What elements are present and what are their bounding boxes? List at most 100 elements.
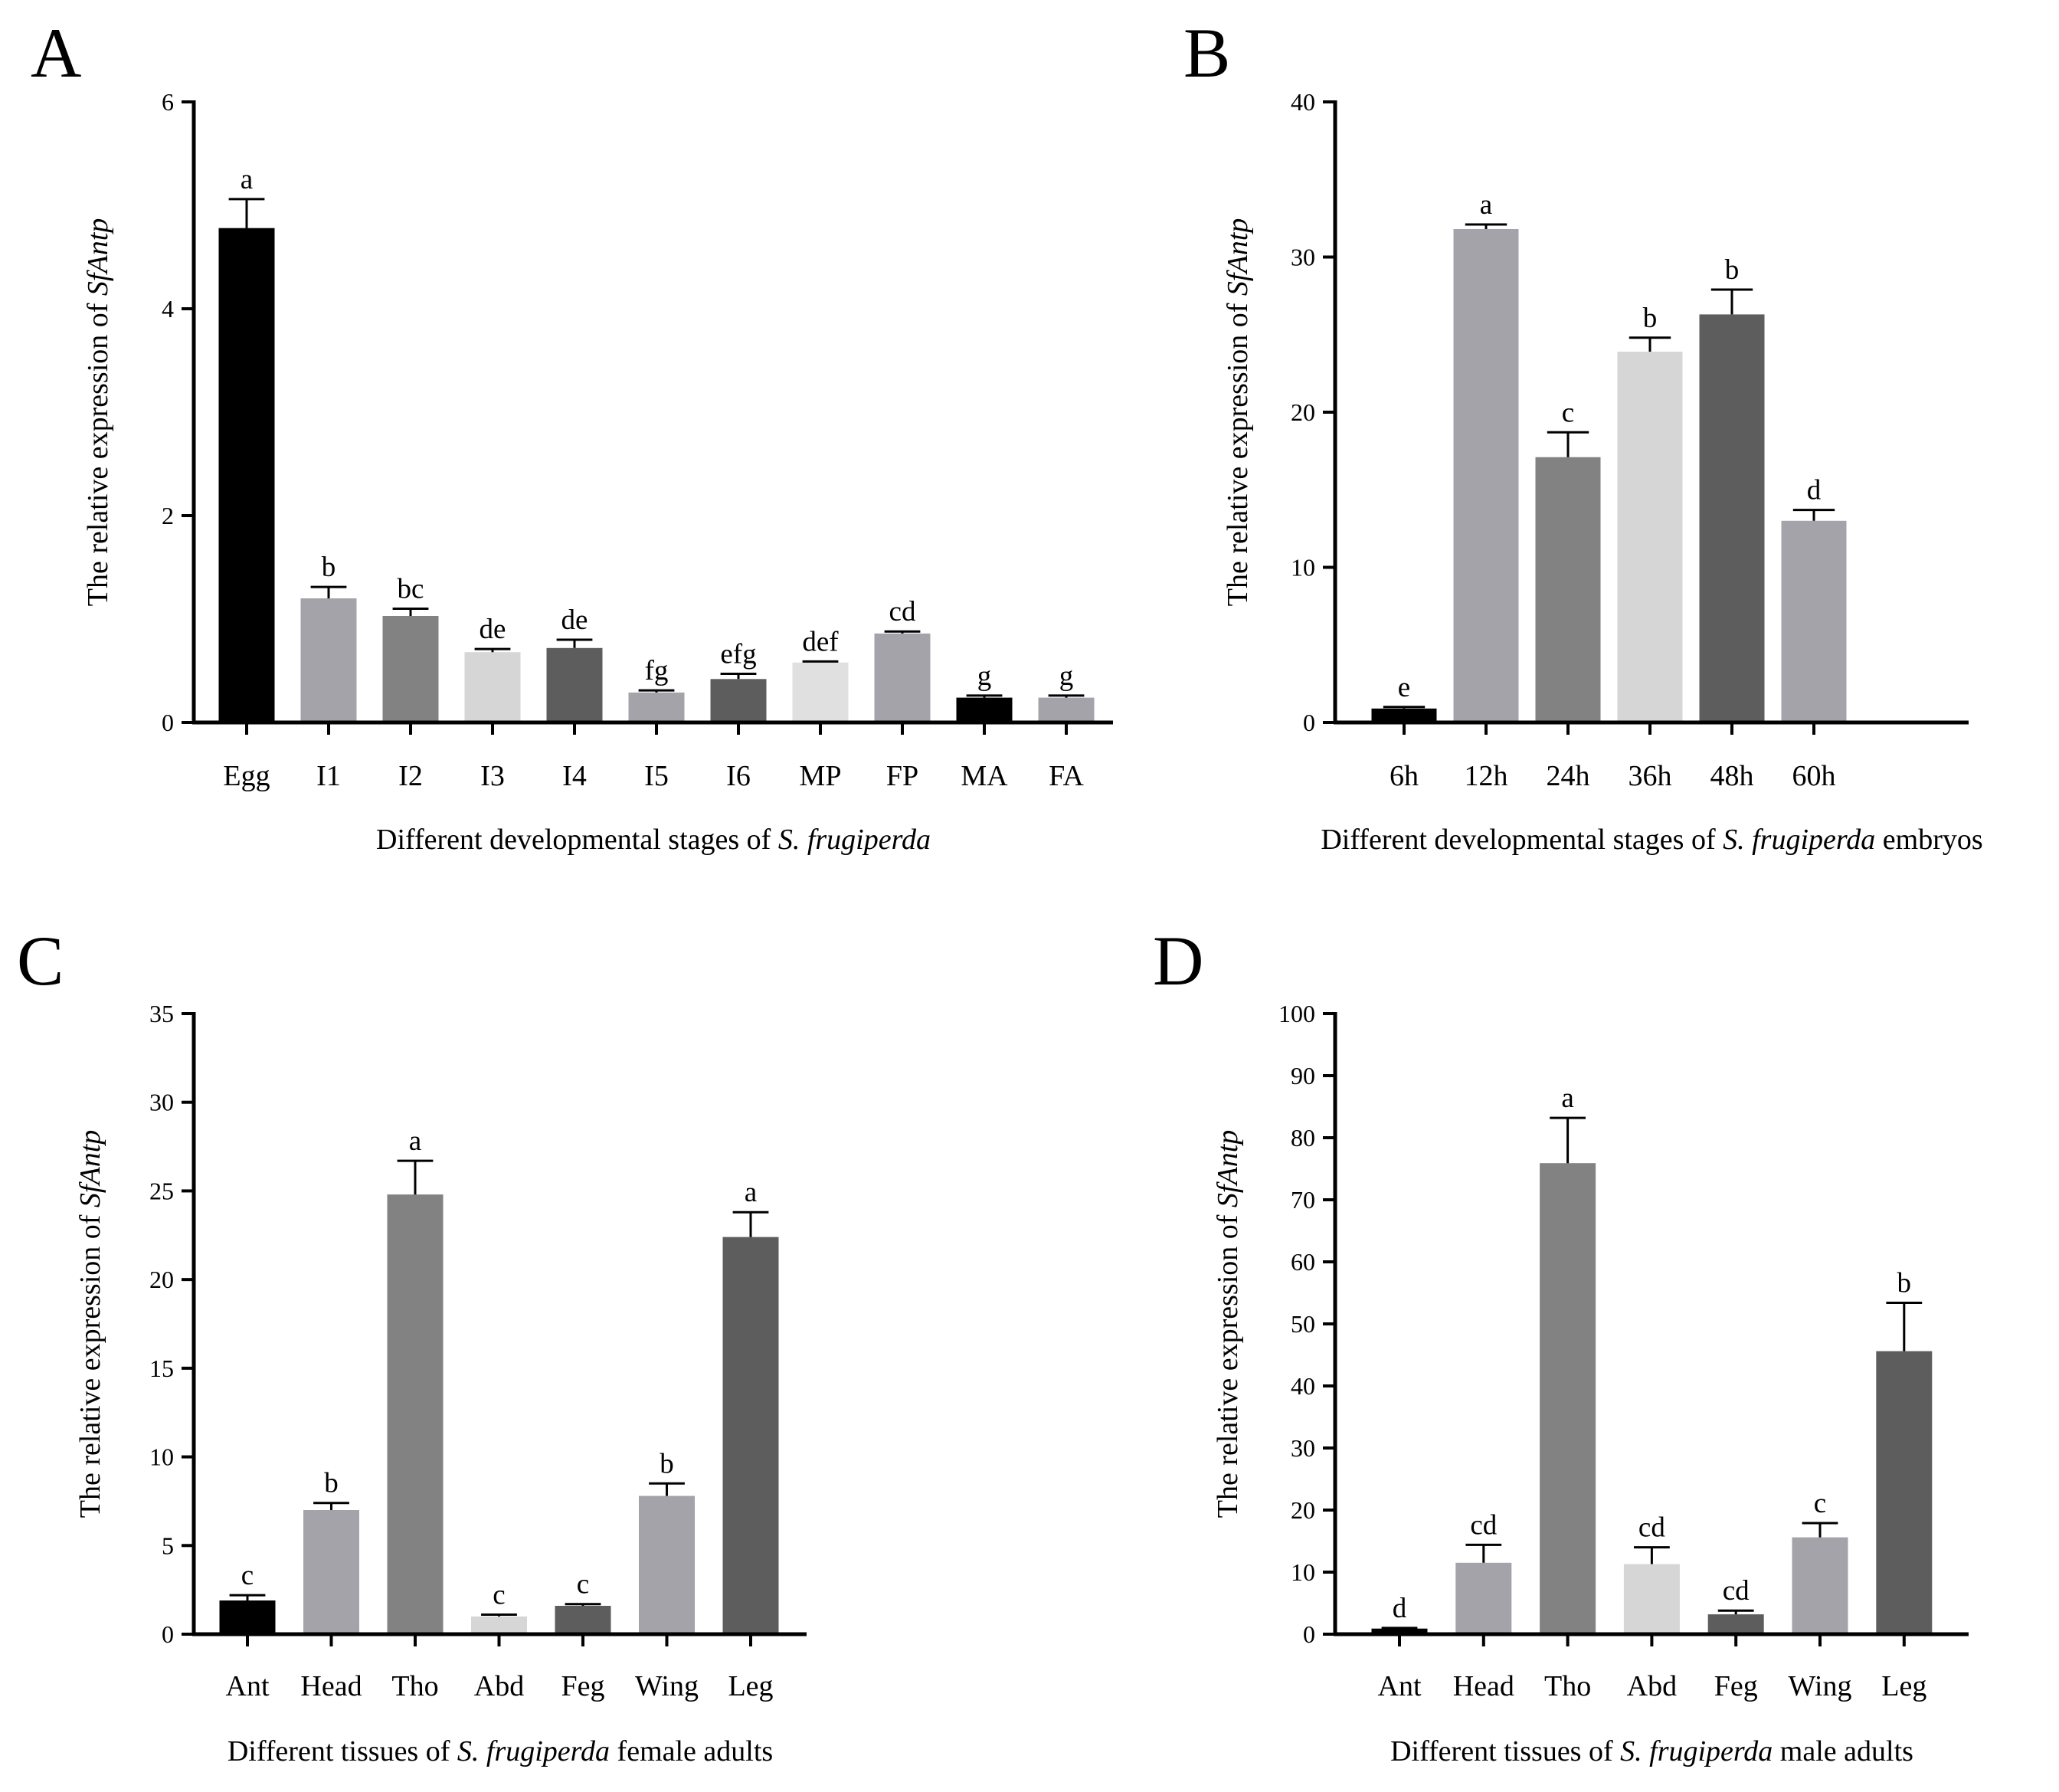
y-tick-label: 0 xyxy=(162,1620,174,1648)
x-axis-title: Different tissues of S. frugiperda male … xyxy=(1390,1735,1913,1767)
y-tick-label: 4 xyxy=(162,295,174,323)
y-axis-title: The relative expression of SfAntp xyxy=(1212,1130,1244,1518)
bar-tho xyxy=(387,1194,444,1634)
significance-label: c xyxy=(577,1569,589,1600)
panel-label: C xyxy=(17,922,64,1000)
bar-i2 xyxy=(382,616,439,722)
x-axis-title-suffix: embryos xyxy=(1875,824,1982,856)
category-label: I2 xyxy=(398,760,423,792)
error-bar-36h xyxy=(1629,336,1671,352)
significance-label: b xyxy=(1897,1268,1912,1299)
significance-label: def xyxy=(802,626,839,657)
x-axis-title-species: S. frugiperda xyxy=(778,824,931,856)
error-bar-ant xyxy=(229,1594,266,1600)
x-axis-title-species: S. frugiperda xyxy=(1620,1735,1773,1767)
error-bar-60h xyxy=(1792,509,1835,521)
x-axis-title: Different developmental stages of S. fru… xyxy=(1321,824,1982,856)
significance-label: b xyxy=(322,552,336,583)
significance-label: d xyxy=(1393,1593,1407,1624)
bar-wing xyxy=(639,1496,695,1634)
significance-label: cd xyxy=(889,596,916,627)
bar-head xyxy=(303,1510,359,1634)
error-bar-i2 xyxy=(392,608,429,616)
error-bar-i1 xyxy=(310,585,347,598)
error-bar-head xyxy=(313,1502,349,1510)
y-tick-label: 60 xyxy=(1291,1248,1315,1276)
y-axis-title-gene: SfAntp xyxy=(1212,1130,1244,1207)
significance-label: b xyxy=(660,1448,674,1479)
significance-label: a xyxy=(409,1125,421,1157)
category-label: I3 xyxy=(480,760,505,792)
error-bar-feg xyxy=(565,1603,601,1606)
y-tick-label: 2 xyxy=(162,502,174,529)
error-bar-24h xyxy=(1547,431,1589,457)
category-label: 12h xyxy=(1465,760,1508,792)
error-bar-tho xyxy=(1550,1116,1586,1164)
y-tick-label: 10 xyxy=(1291,1558,1315,1586)
bar-abd xyxy=(471,1616,527,1634)
error-bar-head xyxy=(1465,1543,1502,1563)
bar-i5 xyxy=(628,692,685,722)
panel-label: D xyxy=(1153,922,1203,1000)
error-bar-i6 xyxy=(720,673,757,680)
bar-12h xyxy=(1453,229,1519,722)
panel-a: Aa Egg b I1 bc I2 de I3 de I4 fg I5 efg I6 def MP cd FP g M… xyxy=(31,14,1113,856)
panel-label: A xyxy=(31,14,81,92)
category-label: 36h xyxy=(1629,760,1672,792)
y-tick-label: 100 xyxy=(1278,1000,1315,1027)
y-tick-label: 30 xyxy=(1291,244,1315,271)
significance-label: c xyxy=(493,1580,505,1611)
bar-6h xyxy=(1371,708,1437,722)
bar-i3 xyxy=(464,652,521,722)
y-axis-title-gene: SfAntp xyxy=(1222,218,1254,296)
error-bar-feg xyxy=(1717,1609,1754,1615)
y-tick-label: 0 xyxy=(162,709,174,736)
bar-abd xyxy=(1623,1564,1680,1634)
bar-wing xyxy=(1792,1537,1848,1634)
x-axis-title-prefix: Different tissues of xyxy=(228,1735,457,1767)
significance-label: de xyxy=(561,604,588,636)
y-tick-label: 5 xyxy=(162,1532,174,1559)
error-bar-fa xyxy=(1048,694,1085,698)
error-bar-6h xyxy=(1383,706,1426,709)
error-bar-wing xyxy=(1802,1522,1838,1538)
x-axis-title-suffix: male adults xyxy=(1773,1735,1913,1767)
y-axis-title-gene: SfAntp xyxy=(82,218,114,296)
y-tick-label: 0 xyxy=(1303,709,1315,736)
category-label: Wing xyxy=(1789,1670,1852,1702)
category-label: 48h xyxy=(1710,760,1754,792)
y-axis-title-prefix: The relative expression of xyxy=(82,296,114,606)
panel-c: Cc Ant b Head a Tho c Abd c Feg b Wing a Leg 0 5 10 15 20 2… xyxy=(17,922,807,1767)
y-axis-title-prefix: The relative expression of xyxy=(1222,296,1254,606)
significance-label: c xyxy=(1562,397,1574,428)
category-label: Leg xyxy=(1881,1670,1926,1702)
significance-label: cd xyxy=(1723,1575,1750,1607)
y-axis-title-gene: SfAntp xyxy=(74,1130,106,1207)
category-label: 6h xyxy=(1390,760,1419,792)
x-axis-title-prefix: Different developmental stages of xyxy=(376,824,778,856)
bar-fp xyxy=(874,633,931,722)
y-tick-label: 15 xyxy=(149,1355,174,1382)
category-label: Leg xyxy=(728,1670,773,1702)
error-bar-ant xyxy=(1381,1627,1418,1630)
significance-label: efg xyxy=(720,639,756,670)
x-axis-title-prefix: Different developmental stages of xyxy=(1321,824,1723,856)
error-bar-abd xyxy=(1634,1546,1670,1564)
significance-label: g xyxy=(1059,660,1074,692)
bar-leg xyxy=(1876,1351,1933,1634)
significance-label: a xyxy=(241,164,253,195)
bar-ant xyxy=(1371,1628,1428,1634)
bar-60h xyxy=(1781,520,1847,723)
significance-label: g xyxy=(977,660,992,692)
error-bar-i5 xyxy=(638,689,675,693)
error-bar-egg xyxy=(228,198,265,228)
category-label: Ant xyxy=(1378,1670,1422,1702)
bar-24h xyxy=(1535,457,1601,722)
y-tick-label: 70 xyxy=(1291,1186,1315,1214)
category-label: I6 xyxy=(726,760,751,792)
bar-mp xyxy=(792,662,849,722)
y-tick-label: 0 xyxy=(1303,1620,1315,1648)
x-axis-title: Different tissues of S. frugiperda femal… xyxy=(228,1735,773,1767)
bar-tho xyxy=(1540,1163,1596,1634)
